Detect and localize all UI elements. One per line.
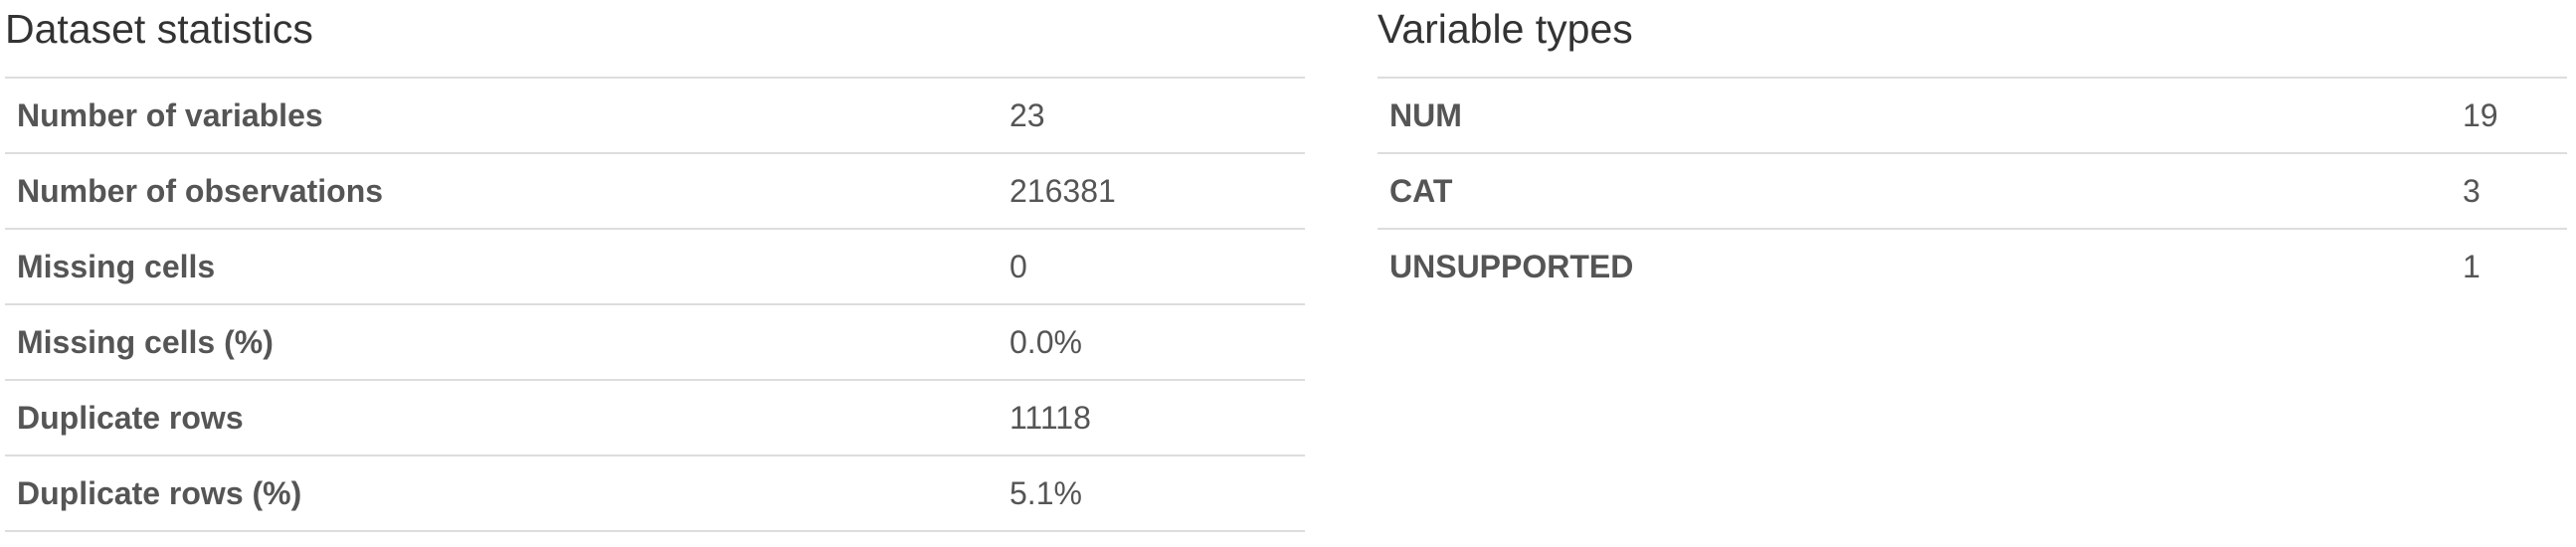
row-label: NUM <box>1389 96 1462 133</box>
row-value: 0 <box>1010 248 1027 284</box>
row-value: 5.1% <box>1010 474 1082 511</box>
row-value: 216381 <box>1010 172 1116 209</box>
variable-types-panel: Variable types NUM 19 CAT 3 UNSUPPORTED … <box>1378 0 2567 304</box>
table-row: Number of observations 216381 <box>5 153 1305 229</box>
row-label: Number of observations <box>17 172 384 209</box>
table-row: Missing cells 0 <box>5 229 1305 304</box>
row-label: UNSUPPORTED <box>1389 249 1634 284</box>
table-row: NUM 19 <box>1378 78 2567 153</box>
row-value: 3 <box>2463 172 2481 209</box>
dataset-statistics-table: Number of variables 23 Number of observa… <box>5 77 1305 532</box>
variable-types-title: Variable types <box>1378 6 1633 52</box>
row-value: 0.0% <box>1010 323 1082 360</box>
table-row: Missing cells (%) 0.0% <box>5 304 1305 380</box>
row-label: Missing cells (%) <box>17 323 274 360</box>
table-row: Number of variables 23 <box>5 78 1305 153</box>
table-row: CAT 3 <box>1378 153 2567 229</box>
row-label: Number of variables <box>17 96 323 133</box>
row-label: Missing cells <box>17 248 216 284</box>
row-label: Duplicate rows (%) <box>17 474 302 511</box>
table-row: Duplicate rows (%) 5.1% <box>5 456 1305 531</box>
table-row: Duplicate rows 11118 <box>5 380 1305 456</box>
row-value: 11118 <box>1010 399 1091 436</box>
row-value: 23 <box>1010 96 1045 133</box>
row-value: 19 <box>2463 96 2498 133</box>
row-label: CAT <box>1389 172 1453 209</box>
variable-types-table: NUM 19 CAT 3 UNSUPPORTED 1 <box>1378 77 2567 304</box>
table-row: UNSUPPORTED 1 <box>1378 229 2567 304</box>
dataset-statistics-panel: Dataset statistics Number of variables 2… <box>5 0 1305 532</box>
row-value: 1 <box>2463 249 2481 284</box>
row-label: Duplicate rows <box>17 399 244 436</box>
dataset-statistics-title: Dataset statistics <box>5 6 313 52</box>
